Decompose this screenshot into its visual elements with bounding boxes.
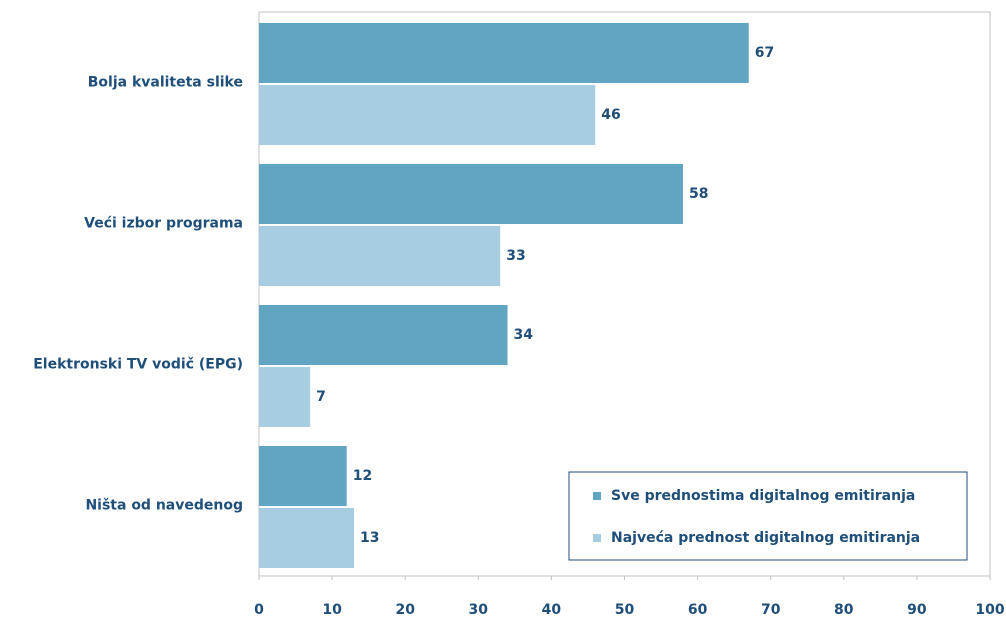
data-label: 12 — [353, 468, 372, 484]
x-tick-label: 70 — [761, 602, 781, 618]
x-tick-label: 90 — [907, 602, 927, 618]
legend-box — [568, 471, 968, 561]
bar — [259, 164, 683, 224]
legend-label: Najveća prednost digitalnog emitiranja — [611, 530, 920, 546]
x-tick-label: 60 — [688, 602, 708, 618]
x-tick-label: 20 — [395, 602, 415, 618]
bar — [259, 508, 355, 568]
x-tick-label: 10 — [322, 602, 342, 618]
data-label: 46 — [601, 107, 620, 123]
legend-swatch — [593, 534, 601, 542]
bar — [259, 23, 749, 83]
bar — [259, 226, 501, 286]
category-label: Veći izbor programa — [84, 216, 243, 232]
category-label: Bolja kvaliteta slike — [88, 75, 243, 91]
legend-label: Sve prednostima digitalnog emitiranja — [611, 488, 915, 504]
bar — [259, 305, 508, 365]
x-tick-label: 0 — [254, 602, 264, 618]
bar — [259, 85, 596, 145]
x-tick-label: 40 — [542, 602, 562, 618]
legend-swatch — [593, 492, 601, 500]
category-label: Elektronski TV vodič (EPG) — [33, 357, 243, 373]
data-label: 33 — [506, 248, 525, 264]
bar — [259, 367, 311, 427]
bar — [259, 446, 347, 506]
x-tick-label: 80 — [834, 602, 854, 618]
category-label: Ništa od navedenog — [85, 498, 243, 514]
x-tick-label: 30 — [469, 602, 489, 618]
data-label: 67 — [755, 45, 774, 61]
data-label: 13 — [360, 530, 379, 546]
x-tick-label: 100 — [975, 602, 1004, 618]
data-label: 58 — [689, 186, 708, 202]
data-label: 7 — [316, 389, 326, 405]
data-label: 34 — [514, 327, 534, 343]
x-tick-label: 50 — [615, 602, 635, 618]
